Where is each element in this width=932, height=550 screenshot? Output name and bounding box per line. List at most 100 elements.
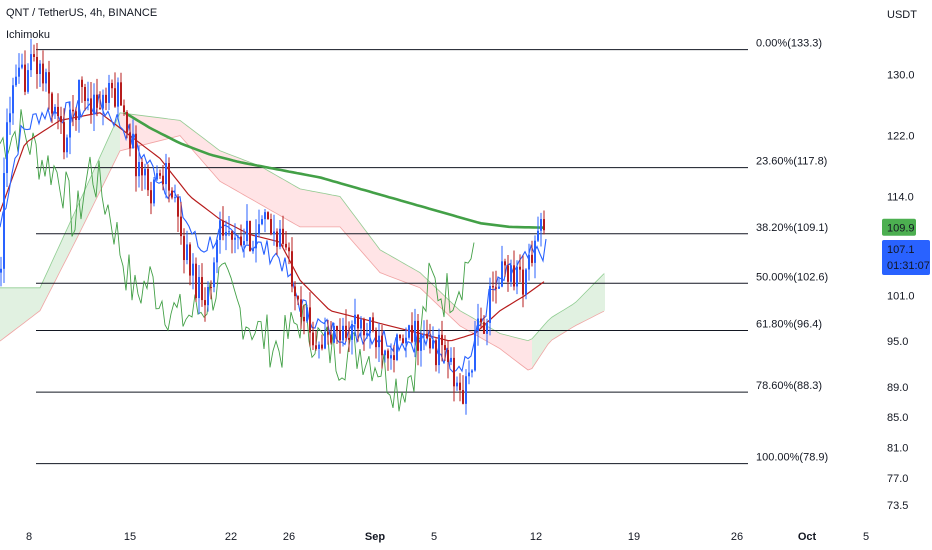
cloud-segment xyxy=(48,261,52,296)
fibonacci-retracement: 0.00%(133.3) 23.60%(117.8) 38.20%(109.1) 50… xyxy=(36,38,828,465)
cloud-segment xyxy=(392,256,396,279)
candle-body xyxy=(336,325,338,331)
candle-body xyxy=(246,220,248,242)
candle-body xyxy=(459,382,461,391)
candle-body xyxy=(99,107,101,109)
cloud-segment xyxy=(76,200,80,241)
candle-body xyxy=(195,263,197,299)
cloud-segment xyxy=(532,334,536,369)
cloud-segment xyxy=(4,287,8,339)
candle-body xyxy=(114,88,116,107)
cloud-segment xyxy=(380,249,384,275)
cloud-segment xyxy=(440,291,444,311)
cloud-segment xyxy=(388,254,392,278)
candle-body xyxy=(378,335,380,348)
cloud-segment xyxy=(328,194,332,227)
cloud-segment xyxy=(180,120,184,141)
price-tick: 130.0 xyxy=(887,70,915,82)
cloud-segment xyxy=(268,170,272,211)
cloud-segment xyxy=(276,175,280,216)
candle-body xyxy=(504,261,506,266)
cloud-segment xyxy=(140,115,144,146)
candle-body xyxy=(6,122,8,174)
cloud-segment xyxy=(184,123,188,145)
candle-body xyxy=(402,338,404,344)
cloud-segment xyxy=(84,183,88,224)
cloud-segment xyxy=(272,172,276,214)
candle-body xyxy=(276,231,278,247)
candle-body xyxy=(495,287,497,289)
candle-body xyxy=(414,320,416,342)
price-tick: 85.0 xyxy=(887,412,908,424)
candle-body xyxy=(417,320,419,351)
time-tick: 5 xyxy=(431,531,437,543)
candle-body xyxy=(252,248,254,252)
candle-body xyxy=(525,269,527,295)
cloud-segment xyxy=(32,287,36,317)
last-price-badge xyxy=(882,240,930,276)
cloud-segment xyxy=(52,253,56,288)
candle-body xyxy=(255,233,257,249)
cloud-segment xyxy=(244,159,248,198)
time-tick: 26 xyxy=(283,531,295,543)
cloud-segment xyxy=(452,303,456,323)
candle-body xyxy=(351,324,353,340)
candle-body xyxy=(201,277,203,301)
cloud-segment xyxy=(584,289,588,322)
time-tick: 26 xyxy=(731,531,743,543)
cloud-segment xyxy=(24,287,28,323)
candle-body xyxy=(297,296,299,300)
candle-body xyxy=(303,316,305,322)
cloud-segment xyxy=(344,201,348,237)
candle-body xyxy=(540,219,542,231)
cloud-segment xyxy=(324,193,328,227)
indicator-label[interactable]: Ichimoku xyxy=(6,29,51,41)
cloud-segment xyxy=(160,117,164,141)
candle-body xyxy=(384,350,386,356)
candle-body xyxy=(513,265,515,287)
candle-body xyxy=(210,286,212,288)
candle-body xyxy=(27,70,29,92)
candle-body xyxy=(399,334,401,339)
candle-body xyxy=(498,286,500,289)
candle-body xyxy=(372,317,374,331)
candles xyxy=(0,38,545,415)
candle-body xyxy=(450,357,452,362)
candle-body xyxy=(0,268,2,273)
candle-body xyxy=(282,228,284,244)
ichimoku-cloud xyxy=(0,112,605,371)
candle-body xyxy=(273,231,275,235)
cloud-segment xyxy=(252,163,256,202)
cloud-segment xyxy=(148,116,152,144)
candle-body xyxy=(162,175,164,185)
candle-body xyxy=(345,325,347,338)
candle-body xyxy=(360,319,362,329)
candle-body xyxy=(33,54,35,57)
cloud-segment xyxy=(516,337,520,364)
cloud-segment xyxy=(456,306,460,326)
candle-body xyxy=(39,63,41,74)
candle-body xyxy=(306,307,308,322)
time-tick: Oct xyxy=(798,531,817,543)
candle-body xyxy=(357,314,359,329)
cloud-segment xyxy=(408,265,412,285)
candle-body xyxy=(489,285,491,323)
cloud-segment xyxy=(496,331,500,349)
cloud-segment xyxy=(256,164,260,205)
candle-body xyxy=(315,345,317,349)
candle-body xyxy=(465,376,467,404)
candle-body xyxy=(9,113,11,123)
cloud-segment xyxy=(576,297,580,326)
candle-body xyxy=(24,64,26,92)
candle-body xyxy=(123,105,125,113)
cloud-segment xyxy=(312,191,316,227)
candle-body xyxy=(390,355,392,359)
price-tick: 114.0 xyxy=(887,191,914,203)
leading-span-b xyxy=(0,135,605,371)
candle-body xyxy=(477,318,479,332)
cloud-segment xyxy=(372,239,376,269)
cloud-segment xyxy=(288,182,292,223)
cloud-segment xyxy=(332,194,336,227)
candle-body xyxy=(108,82,110,103)
